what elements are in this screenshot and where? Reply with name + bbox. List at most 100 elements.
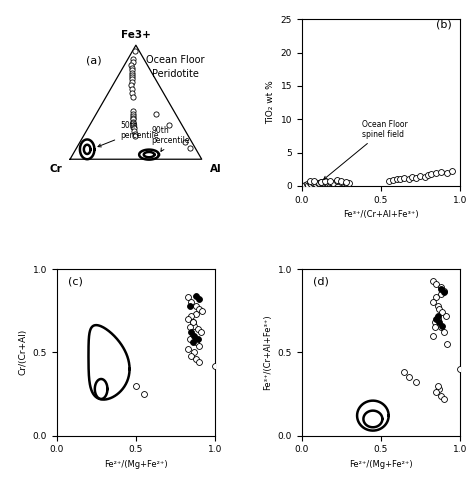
Point (432, 315, 440, 323)
Point (436, 318, 443, 326)
Point (186, 144, 194, 151)
Point (327, 177, 334, 185)
Point (129, 114, 137, 122)
Point (189, 318, 197, 326)
Text: Cr: Cr (49, 165, 62, 175)
Point (440, 395, 448, 403)
Point (440, 329, 448, 336)
Point (192, 310, 200, 318)
Point (186, 323, 193, 331)
Point (129, 110, 137, 118)
Point (431, 323, 438, 331)
X-axis label: Fe²⁺/(Mg+Fe²⁺): Fe²⁺/(Mg+Fe²⁺) (104, 460, 168, 469)
Point (437, 323, 445, 331)
Y-axis label: TiO₂ wt %: TiO₂ wt % (266, 81, 275, 124)
Point (322, 178, 329, 186)
Point (189, 318, 197, 326)
Point (128, 60, 135, 68)
Point (412, 174, 419, 182)
Point (129, 107, 137, 115)
Point (131, 47, 139, 55)
Point (438, 308, 446, 316)
Point (189, 332, 197, 340)
Text: 50th
percentile: 50th percentile (98, 121, 159, 147)
Point (189, 338, 197, 346)
Point (429, 277, 437, 285)
Point (448, 167, 456, 175)
Point (211, 362, 219, 370)
Point (130, 124, 137, 132)
Point (405, 175, 413, 183)
Point (437, 285, 445, 293)
Point (129, 118, 137, 125)
Text: Fe3+: Fe3+ (121, 30, 151, 40)
Point (329, 179, 337, 186)
Point (443, 168, 451, 176)
Point (192, 338, 200, 346)
Point (434, 382, 441, 390)
Point (129, 119, 137, 127)
Point (192, 302, 200, 310)
Point (440, 288, 448, 296)
Point (129, 123, 137, 131)
Point (197, 329, 204, 336)
X-axis label: Fe²⁺/(Mg+Fe²⁺): Fe²⁺/(Mg+Fe²⁺) (349, 460, 412, 469)
Point (432, 280, 440, 288)
Point (393, 175, 401, 183)
Point (437, 392, 445, 399)
Point (128, 89, 136, 97)
Point (337, 178, 345, 186)
Point (303, 180, 310, 188)
Text: (c): (c) (68, 276, 83, 286)
Point (337, 177, 345, 184)
Point (191, 322, 198, 330)
Point (442, 312, 449, 319)
Point (434, 302, 441, 310)
Point (192, 292, 200, 300)
Point (128, 66, 136, 74)
Point (129, 59, 137, 66)
Point (333, 176, 340, 184)
Point (129, 121, 137, 129)
Point (438, 322, 446, 330)
Point (140, 390, 147, 398)
Point (320, 179, 328, 187)
Text: (a): (a) (86, 56, 101, 65)
Point (199, 307, 206, 315)
Point (440, 287, 448, 295)
Point (312, 180, 320, 188)
Point (128, 69, 136, 76)
Point (192, 355, 200, 363)
Point (165, 121, 173, 129)
Point (436, 385, 443, 393)
Point (187, 299, 195, 306)
Point (436, 305, 443, 313)
Point (322, 177, 329, 184)
Point (130, 127, 137, 135)
Y-axis label: Cr/(Cr+Al): Cr/(Cr+Al) (18, 329, 27, 376)
Point (194, 325, 201, 333)
Point (434, 312, 441, 319)
Point (301, 181, 309, 188)
Point (432, 389, 440, 396)
Point (437, 284, 445, 291)
Point (412, 378, 419, 386)
Point (315, 179, 323, 187)
X-axis label: Fe³⁺/(Cr+Al+Fe³⁺): Fe³⁺/(Cr+Al+Fe³⁺) (343, 210, 419, 219)
Point (186, 302, 193, 310)
Point (128, 78, 136, 86)
Point (434, 315, 441, 323)
Point (431, 318, 438, 326)
Point (184, 315, 192, 323)
Point (342, 179, 350, 186)
Point (132, 382, 140, 390)
Point (421, 173, 429, 181)
Text: (b): (b) (436, 20, 452, 30)
Point (306, 177, 313, 184)
Point (396, 175, 403, 182)
Point (437, 290, 445, 298)
Point (327, 178, 334, 186)
Point (128, 76, 136, 83)
Point (191, 348, 198, 356)
Point (317, 178, 325, 186)
